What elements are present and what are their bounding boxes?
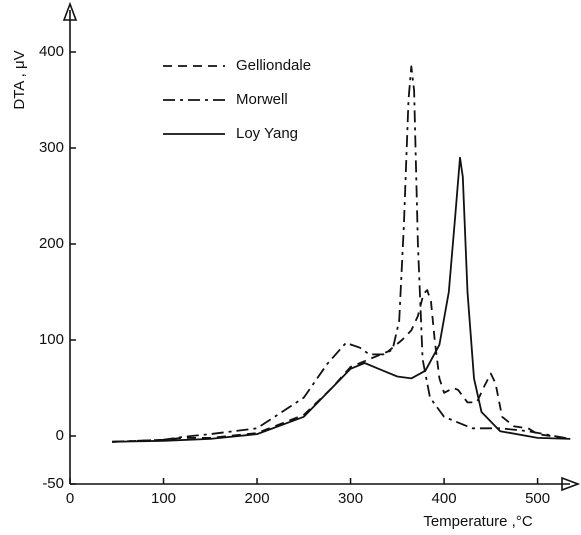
x-tick-label: 400: [432, 490, 457, 507]
y-tick-label: 0: [56, 427, 64, 444]
legend-label: Loy Yang: [236, 125, 298, 142]
series-line: [112, 156, 571, 443]
x-axis: [70, 476, 581, 492]
y-axis: [62, 1, 78, 484]
x-tick-label: 0: [66, 490, 74, 507]
y-tick-label: 200: [39, 235, 64, 252]
x-tick-label: 300: [338, 490, 363, 507]
y-tick-label: -50: [42, 475, 64, 492]
series-line: [112, 65, 571, 443]
series-line: [112, 289, 571, 443]
legend-label: Gelliondale: [236, 57, 311, 74]
x-tick-label: 200: [245, 490, 270, 507]
x-tick-label: 500: [525, 490, 550, 507]
y-tick-label: 100: [39, 331, 64, 348]
y-tick-label: 400: [39, 43, 64, 60]
y-axis-label: DTA , μV: [11, 50, 28, 109]
legend-label: Morwell: [236, 91, 288, 108]
x-tick-label: 100: [151, 490, 176, 507]
x-axis-label: Temperature ,°C: [423, 513, 533, 530]
y-tick-label: 300: [39, 139, 64, 156]
